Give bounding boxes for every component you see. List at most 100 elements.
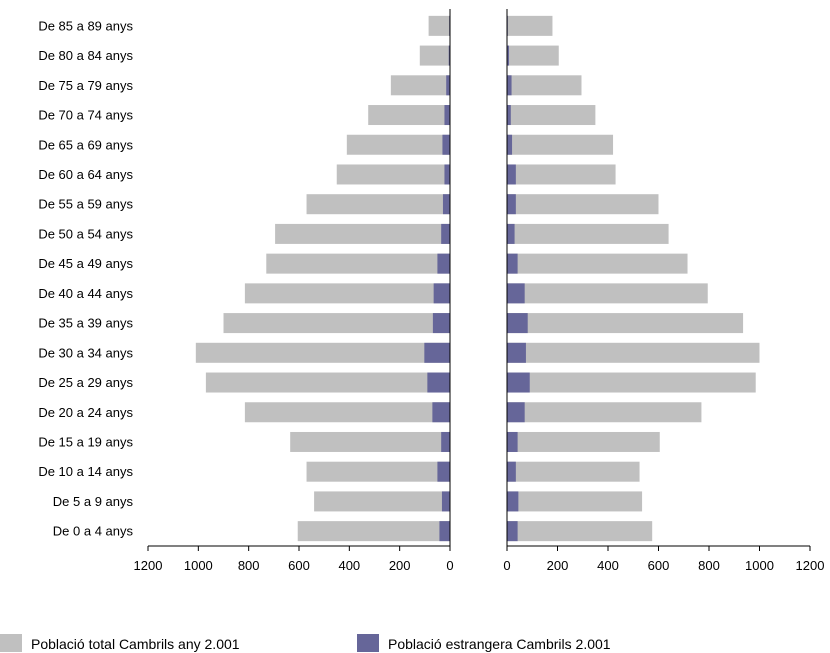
right-bar-total-de-55-a-59-anys xyxy=(507,194,659,215)
left-bar-total-de-80-a-84-anys xyxy=(419,45,450,66)
category-label-de-10-a-14-anys: De 10 a 14 anys xyxy=(38,464,133,479)
category-labels: De 85 a 89 anys De 80 a 84 anys De 75 a 79… xyxy=(38,18,133,538)
left-bar-total-de-75-a-79-anys xyxy=(390,75,450,96)
right-bar-total-de-70-a-74-anys xyxy=(507,105,596,126)
left-bar-total-de-40-a-44-anys xyxy=(244,283,450,304)
right-x-tick-label: 400 xyxy=(597,558,619,573)
right-bar-total-de-50-a-54-anys xyxy=(507,223,669,244)
category-label-de-5-a-9-anys: De 5 a 9 anys xyxy=(53,494,134,509)
left-x-tick-label: 1200 xyxy=(134,558,163,573)
right-bar-foreign-de-45-a-49-anys xyxy=(507,253,518,274)
left-bar-total-de-10-a-14-anys xyxy=(306,461,450,482)
left-bar-total-de-70-a-74-anys xyxy=(368,105,450,126)
right-bar-foreign-de-10-a-14-anys xyxy=(507,461,516,482)
left-bar-foreign-de-30-a-34-anys xyxy=(424,342,450,363)
category-label-de-0-a-4-anys: De 0 a 4 anys xyxy=(53,524,134,539)
legend: Població total Cambrils any 2.001 Poblaci… xyxy=(0,634,611,652)
category-label-de-30-a-34-anys: De 30 a 34 anys xyxy=(38,345,133,360)
right-bar-foreign-de-55-a-59-anys xyxy=(507,194,516,215)
category-label-de-50-a-54-anys: De 50 a 54 anys xyxy=(38,226,133,241)
left-x-tick-label: 600 xyxy=(288,558,310,573)
right-bar-foreign-de-15-a-19-anys xyxy=(507,431,518,452)
right-bar-foreign-de-50-a-54-anys xyxy=(507,223,515,244)
category-label-de-55-a-59-anys: De 55 a 59 anys xyxy=(38,197,133,212)
legend-swatch-foreign xyxy=(357,634,379,652)
category-label-de-40-a-44-anys: De 40 a 44 anys xyxy=(38,286,133,301)
left-bar-total-de-5-a-9-anys xyxy=(314,491,450,512)
right-x-tick-label: 800 xyxy=(698,558,720,573)
left-bar-foreign-de-60-a-64-anys xyxy=(444,164,450,185)
left-bar-total-de-55-a-59-anys xyxy=(306,194,450,215)
right-bar-foreign-de-0-a-4-anys xyxy=(507,521,518,542)
left-bar-foreign-de-25-a-29-anys xyxy=(427,372,450,393)
right-bar-foreign-de-60-a-64-anys xyxy=(507,164,516,185)
left-x-tick-label: 200 xyxy=(389,558,411,573)
category-label-de-70-a-74-anys: De 70 a 74 anys xyxy=(38,108,133,123)
right-bar-foreign-de-80-a-84-anys xyxy=(507,45,510,66)
left-bar-foreign-de-50-a-54-anys xyxy=(441,223,450,244)
left-bar-foreign-de-10-a-14-anys xyxy=(437,461,450,482)
left-bar-foreign-de-80-a-84-anys xyxy=(448,45,450,66)
right-bar-total-de-60-a-64-anys xyxy=(507,164,616,185)
right-x-tick-label: 200 xyxy=(547,558,569,573)
category-label-de-35-a-39-anys: De 35 a 39 anys xyxy=(38,316,133,331)
right-bar-foreign-de-5-a-9-anys xyxy=(507,491,519,512)
left-bar-foreign-de-15-a-19-anys xyxy=(441,431,450,452)
right-x-tick-label: 1200 xyxy=(796,558,825,573)
left-bar-total-de-30-a-34-anys xyxy=(195,342,450,363)
category-label-de-20-a-24-anys: De 20 a 24 anys xyxy=(38,405,133,420)
right-bar-total-de-0-a-4-anys xyxy=(507,521,653,542)
category-label-de-15-a-19-anys: De 15 a 19 anys xyxy=(38,434,133,449)
right-bar-total-de-25-a-29-anys xyxy=(507,372,756,393)
left-x-tick-label: 1000 xyxy=(184,558,213,573)
right-x-tick-label: 600 xyxy=(648,558,670,573)
right-bar-total-de-65-a-69-anys xyxy=(507,134,614,155)
left-bar-foreign-de-70-a-74-anys xyxy=(444,105,450,126)
left-bar-total-de-0-a-4-anys xyxy=(297,521,450,542)
category-label-de-80-a-84-anys: De 80 a 84 anys xyxy=(38,48,133,63)
left-bar-foreign-de-75-a-79-anys xyxy=(446,75,450,96)
legend-label-total: Població total Cambrils any 2.001 xyxy=(31,636,240,652)
right-bar-total-de-45-a-49-anys xyxy=(507,253,688,274)
left-bar-foreign-de-20-a-24-anys xyxy=(432,402,450,423)
right-panel xyxy=(507,15,760,542)
category-label-de-65-a-69-anys: De 65 a 69 anys xyxy=(38,137,133,152)
right-bar-foreign-de-20-a-24-anys xyxy=(507,402,525,423)
right-bar-total-de-20-a-24-anys xyxy=(507,402,702,423)
left-bar-foreign-de-65-a-69-anys xyxy=(442,134,450,155)
right-bar-foreign-de-70-a-74-anys xyxy=(507,105,511,126)
left-bar-foreign-de-45-a-49-anys xyxy=(437,253,450,274)
category-label-de-75-a-79-anys: De 75 a 79 anys xyxy=(38,78,133,93)
legend-swatch-total xyxy=(0,634,22,652)
left-bar-total-de-85-a-89-anys xyxy=(428,15,450,36)
right-bar-total-de-85-a-89-anys xyxy=(507,15,553,36)
left-bar-foreign-de-0-a-4-anys xyxy=(439,521,450,542)
right-bar-total-de-30-a-34-anys xyxy=(507,342,760,363)
left-bar-total-de-20-a-24-anys xyxy=(244,402,450,423)
right-bar-foreign-de-75-a-79-anys xyxy=(507,75,512,96)
axes: 1200 1000 800 600 400 200 0 0 200 400 600 800 1000 12… xyxy=(134,9,825,573)
right-bar-foreign-de-35-a-39-anys xyxy=(507,313,528,334)
left-x-tick-label: 0 xyxy=(446,558,453,573)
left-bar-total-de-50-a-54-anys xyxy=(275,223,450,244)
left-bar-total-de-65-a-69-anys xyxy=(346,134,450,155)
right-bar-total-de-15-a-19-anys xyxy=(507,431,660,452)
category-label-de-45-a-49-anys: De 45 a 49 anys xyxy=(38,256,133,271)
left-bar-foreign-de-55-a-59-anys xyxy=(442,194,450,215)
category-label-de-85-a-89-anys: De 85 a 89 anys xyxy=(38,18,133,33)
left-bar-foreign-de-5-a-9-anys xyxy=(441,491,450,512)
category-label-de-60-a-64-anys: De 60 a 64 anys xyxy=(38,167,133,182)
right-bar-foreign-de-65-a-69-anys xyxy=(507,134,513,155)
right-bar-total-de-80-a-84-anys xyxy=(507,45,559,66)
left-x-tick-label: 800 xyxy=(238,558,260,573)
left-x-tick-label: 400 xyxy=(338,558,360,573)
right-bar-total-de-5-a-9-anys xyxy=(507,491,643,512)
right-bar-total-de-40-a-44-anys xyxy=(507,283,708,304)
category-label-de-25-a-29-anys: De 25 a 29 anys xyxy=(38,375,133,390)
left-bar-foreign-de-40-a-44-anys xyxy=(433,283,450,304)
right-bar-total-de-35-a-39-anys xyxy=(507,313,744,334)
right-x-tick-label: 0 xyxy=(503,558,510,573)
left-bar-foreign-de-35-a-39-anys xyxy=(432,313,450,334)
left-bar-total-de-25-a-29-anys xyxy=(205,372,450,393)
right-bar-total-de-10-a-14-anys xyxy=(507,461,640,482)
